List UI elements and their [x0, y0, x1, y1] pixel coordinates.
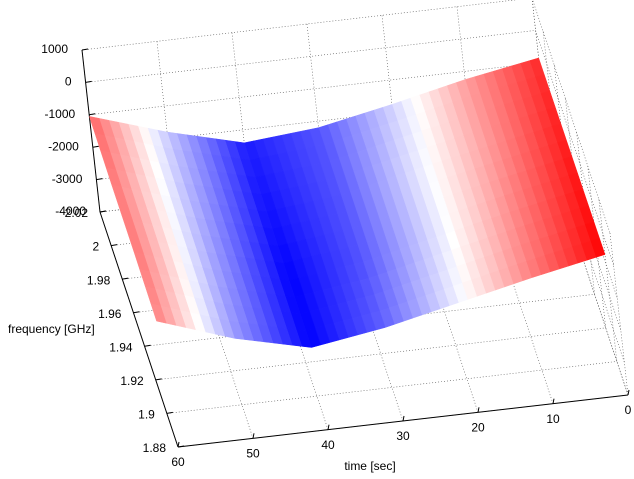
z-tick-label: 0: [65, 75, 72, 89]
tick-mark: [144, 344, 151, 347]
grid-line: [155, 327, 606, 381]
y-tick-label: 1.96: [98, 307, 122, 321]
y-tick-label: 2.02: [65, 206, 89, 220]
surface-patch: [150, 303, 167, 324]
x-tick-label: 30: [396, 429, 410, 443]
tick-mark: [477, 407, 480, 413]
grid-line: [81, 0, 518, 51]
tick-mark: [89, 113, 96, 116]
tick-mark: [327, 424, 330, 430]
tick-mark: [552, 398, 555, 404]
z-tick-label: -1000: [44, 107, 75, 121]
y-tick-label: 1.9: [138, 408, 155, 422]
z-tick-label: -2000: [48, 139, 79, 153]
z-axis: [81, 49, 101, 213]
tick-mark: [81, 48, 89, 51]
tick-mark: [85, 80, 92, 83]
z-tick-label: -3000: [52, 172, 83, 186]
y-tick-label: 1.88: [143, 441, 167, 455]
grid-line: [549, 159, 629, 396]
tick-mark: [99, 210, 107, 213]
tick-mark: [252, 433, 255, 439]
tick-mark: [155, 378, 162, 381]
tick-mark: [92, 145, 99, 148]
x-tick-label: 60: [171, 455, 185, 469]
grid-line: [598, 199, 618, 362]
grid-line: [144, 293, 595, 347]
tick-mark: [177, 445, 185, 448]
z-tick-label: 1000: [41, 42, 68, 56]
x-tick-label: 50: [246, 447, 260, 461]
x-tick-label: 0: [625, 403, 632, 417]
grid-line: [532, 0, 611, 234]
tick-mark: [133, 311, 140, 314]
y-tick-label: 2: [92, 240, 99, 254]
y-tick-label: 1.92: [120, 374, 144, 388]
y-axis-label: frequency [GHz]: [8, 322, 95, 336]
grid-line: [85, 30, 536, 83]
grid-line: [609, 232, 629, 396]
x-axis-label: time [sec]: [344, 459, 395, 473]
tick-mark: [166, 411, 173, 414]
tick-mark: [96, 178, 103, 181]
tick-mark: [122, 277, 129, 280]
tick-mark: [402, 415, 405, 422]
tick-mark: [111, 244, 118, 247]
z-tick-label: -4000: [55, 204, 86, 218]
tick-mark: [627, 389, 630, 396]
grid-line: [535, 30, 614, 266]
grid-line: [474, 168, 554, 404]
y-tick-label: 1.98: [87, 273, 111, 287]
y-axis: [99, 211, 179, 448]
grid-line: [89, 62, 540, 116]
x-tick-label: 40: [321, 438, 335, 452]
grid-line: [166, 361, 617, 414]
x-tick-label: 10: [546, 412, 560, 426]
x-tick-label: 20: [471, 421, 485, 435]
y-tick-label: 1.94: [109, 340, 133, 354]
tick-mark: [177, 441, 180, 448]
